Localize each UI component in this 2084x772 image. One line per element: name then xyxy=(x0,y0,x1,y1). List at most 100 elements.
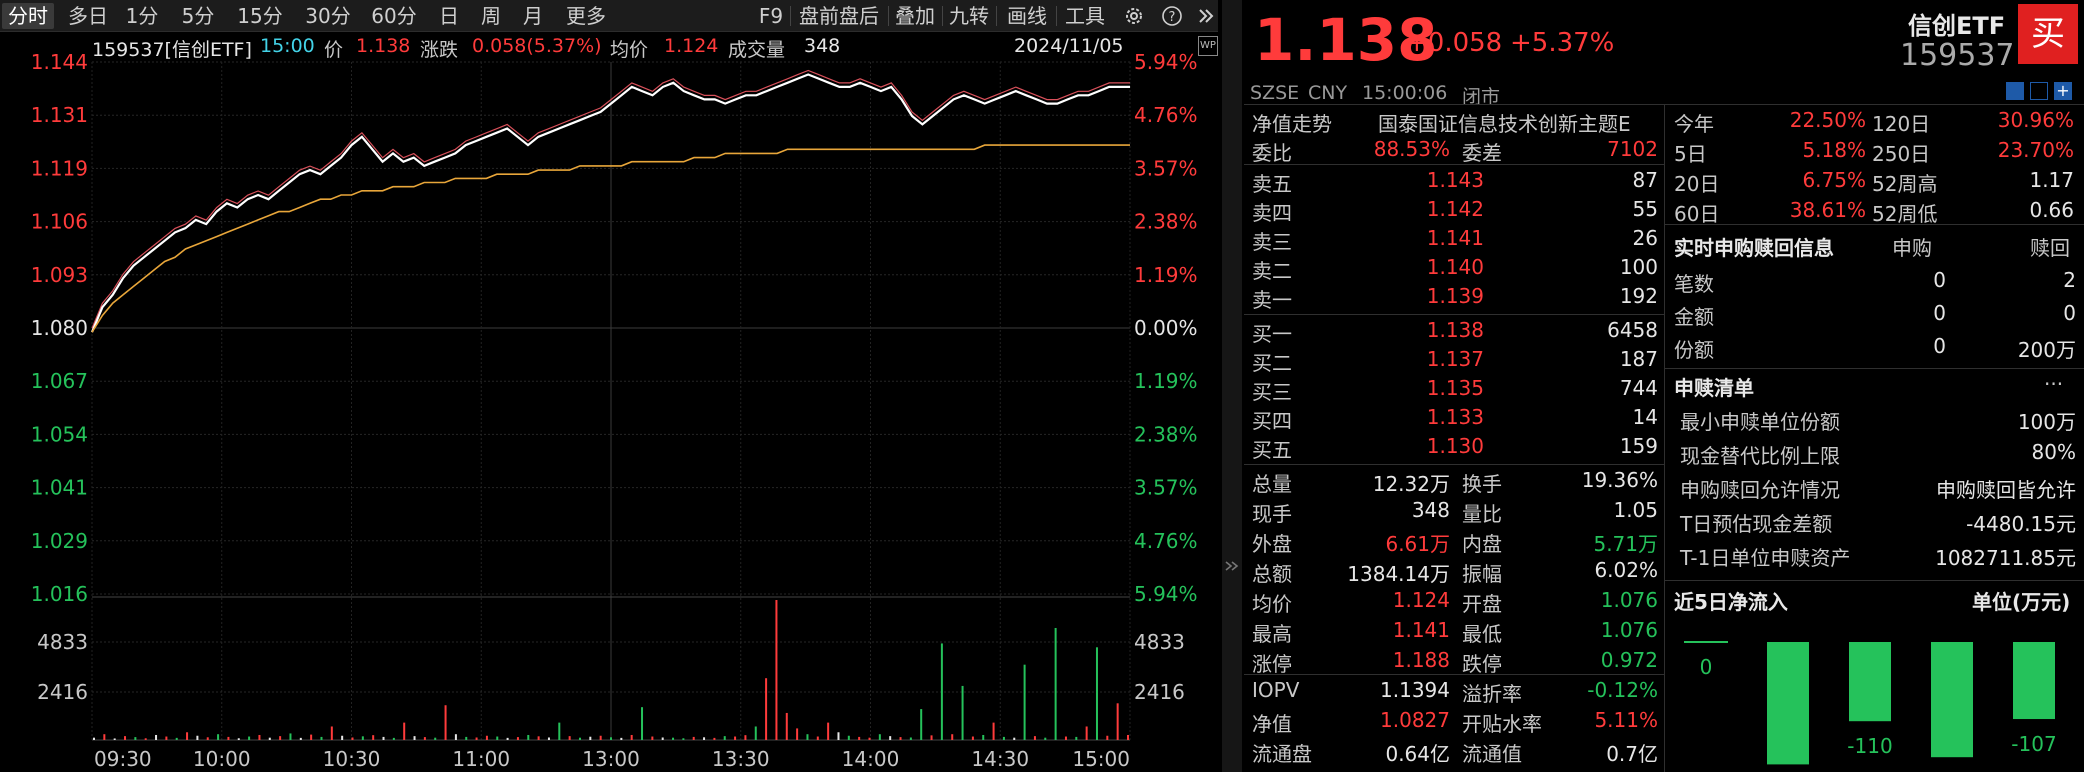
tab-multiday[interactable]: 多日 xyxy=(68,4,108,28)
buy-button[interactable]: 买 xyxy=(2018,4,2078,64)
tab-monthly[interactable]: 月 xyxy=(523,4,543,28)
redemption-sell-value: 200万 xyxy=(2017,338,2076,362)
ask-price: 1.143 xyxy=(1426,168,1484,192)
redemption-row-label: 笔数 xyxy=(1674,272,1714,296)
avg-value: 1.124 xyxy=(664,35,719,57)
volume-bar xyxy=(1106,735,1109,740)
intraday-chart: 1.144 5.94% 1.131 4.76% 1.119 3.57% 1.106 2.38%… xyxy=(31,50,1198,771)
volume-bar xyxy=(392,737,395,740)
inflow-bar xyxy=(1767,642,1809,765)
volume-bar xyxy=(506,737,509,740)
time-tick-label: 13:30 xyxy=(712,747,770,771)
tab-more[interactable]: 更多 xyxy=(566,4,606,28)
stat-value: 0.972 xyxy=(1600,648,1658,672)
wp-icon[interactable]: WP xyxy=(1198,36,1218,56)
volume-bar xyxy=(279,736,282,740)
volume-bar xyxy=(1033,736,1036,740)
tab-30min[interactable]: 30分 xyxy=(305,4,351,28)
ask-volume: 192 xyxy=(1619,284,1658,308)
volume-bar xyxy=(465,736,468,740)
more-icon[interactable]: ··· xyxy=(2044,372,2064,396)
stat-label: 最低 xyxy=(1462,622,1502,646)
volume-bar xyxy=(620,737,623,740)
draw-line-button[interactable]: 画线 xyxy=(1007,4,1047,28)
tab-intraday[interactable]: 分时 xyxy=(2,3,54,29)
toolbar-divider xyxy=(996,6,997,26)
double-chevron-right-icon[interactable] xyxy=(1194,3,1218,29)
volume-bar xyxy=(672,737,675,740)
volume-bar xyxy=(310,734,313,740)
volume-bar xyxy=(837,732,840,740)
volume-bar xyxy=(454,734,457,740)
help-icon[interactable]: ? xyxy=(1158,3,1186,29)
svg-text:?: ? xyxy=(1169,10,1176,25)
tab-60min[interactable]: 60分 xyxy=(371,4,417,28)
volume-bar xyxy=(1085,726,1088,740)
creation-row-value: 申购赎回皆允许 xyxy=(1936,478,2076,502)
price-tick-label: 1.106 xyxy=(31,210,88,234)
volume-bar xyxy=(930,735,933,740)
f9-button[interactable]: F9 xyxy=(758,4,784,28)
divider xyxy=(1664,104,1665,772)
ask-label: 卖一 xyxy=(1252,288,1292,312)
pre-post-market-button[interactable]: 盘前盘后 xyxy=(799,4,879,28)
volume-bar xyxy=(289,733,292,740)
stat-value: 1384.14万 xyxy=(1347,562,1450,586)
price-change: +0.058 xyxy=(1406,28,1503,58)
bid-price: 1.130 xyxy=(1426,434,1484,458)
divider xyxy=(1244,314,1664,315)
tab-15min[interactable]: 15分 xyxy=(237,4,283,28)
nine-turn-button[interactable]: 九转 xyxy=(949,4,989,28)
gear-icon[interactable] xyxy=(1120,3,1148,29)
volume-bar xyxy=(734,736,737,740)
volume-bar xyxy=(1075,736,1078,740)
perf-value: 0.66 xyxy=(2029,198,2074,222)
stat-label: 外盘 xyxy=(1252,532,1292,556)
divider xyxy=(1664,580,2084,581)
volume-bar xyxy=(382,736,385,740)
price-tick-label: 1.067 xyxy=(31,369,88,393)
fund-code: 159537 xyxy=(1900,38,2015,73)
overlay-button[interactable]: 叠加 xyxy=(895,4,935,28)
volume-bar xyxy=(568,736,571,740)
time-tick-label: 10:30 xyxy=(323,747,381,771)
volume-bar xyxy=(744,735,747,740)
tab-5min[interactable]: 5分 xyxy=(181,4,215,28)
double-chevron-right-icon[interactable] xyxy=(1222,556,1242,576)
plus-icon[interactable]: + xyxy=(2054,82,2072,100)
edit-icon[interactable] xyxy=(2006,82,2024,100)
volume-bar xyxy=(641,707,644,740)
time-tick-label: 10:00 xyxy=(193,747,251,771)
ask-volume: 55 xyxy=(1632,197,1658,221)
volume-bar xyxy=(423,737,426,740)
stat-label: 涨停 xyxy=(1252,652,1292,676)
price-label: 价 xyxy=(324,39,344,61)
tab-daily[interactable]: 日 xyxy=(439,4,459,28)
volume-bar xyxy=(723,736,726,740)
fund-stat-value: 0.64亿 xyxy=(1385,742,1450,766)
avg-price-line xyxy=(91,144,1130,333)
quote-panel: 1.138 +0.058 +5.37% 信创ETF 159537 买 SZSE … xyxy=(1244,0,2084,772)
panel-divider[interactable] xyxy=(1222,0,1242,772)
tab-weekly[interactable]: 周 xyxy=(481,4,501,28)
divider xyxy=(1244,674,1664,675)
bid-volume: 6458 xyxy=(1607,318,1658,342)
time-tick-label: 09:30 xyxy=(94,747,152,771)
ask-label: 卖二 xyxy=(1252,259,1292,283)
time-tick-label: 11:00 xyxy=(452,747,510,771)
fund-stat-value: -0.12% xyxy=(1587,678,1658,702)
bid-volume: 14 xyxy=(1632,405,1658,429)
pct-tick-label: 2.38% xyxy=(1134,422,1198,446)
volume-bar xyxy=(444,705,447,740)
ask-label: 卖三 xyxy=(1252,230,1292,254)
stat-value: 5.71万 xyxy=(1593,532,1658,556)
tab-1min[interactable]: 1分 xyxy=(125,4,159,28)
ask-price: 1.139 xyxy=(1426,284,1484,308)
popout-icon[interactable] xyxy=(2030,82,2048,100)
stat-label: 现手 xyxy=(1252,502,1292,526)
volume-bar xyxy=(589,736,592,740)
redemption-sell-value: 0 xyxy=(2063,301,2076,325)
nav-trend-label[interactable]: 净值走势 xyxy=(1252,112,1332,136)
tools-button[interactable]: 工具 xyxy=(1065,4,1105,28)
fund-stat-label: 流通盘 xyxy=(1252,742,1312,766)
